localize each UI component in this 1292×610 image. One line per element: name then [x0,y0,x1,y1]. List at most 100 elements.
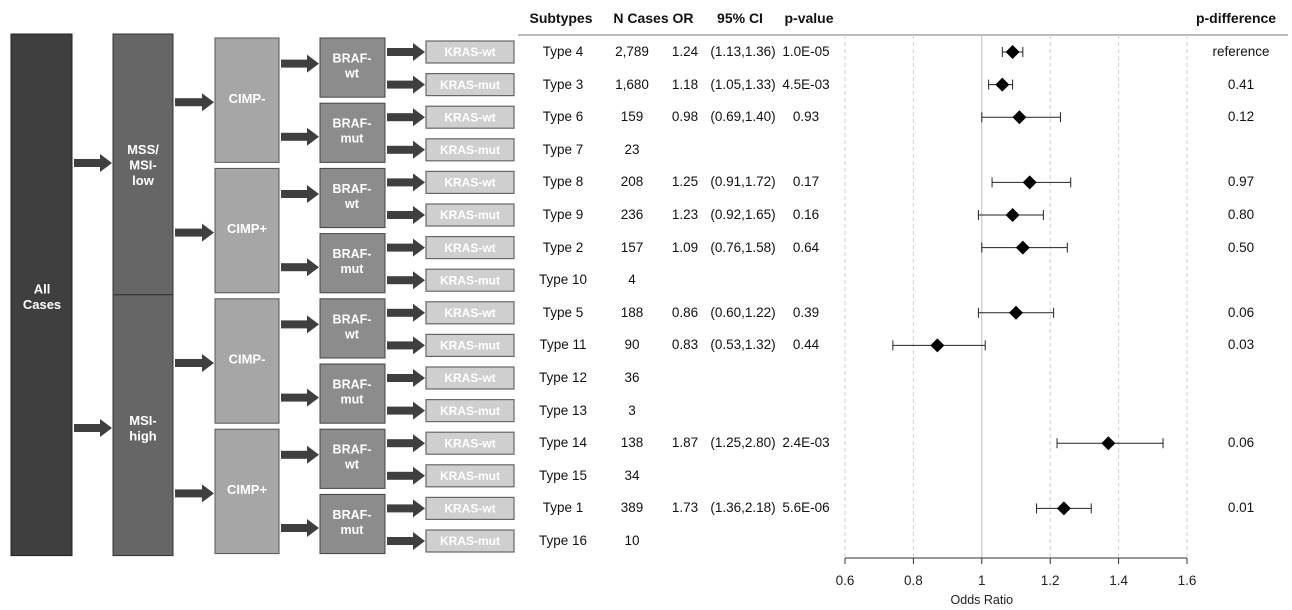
table-cell-or: 0.83 [671,337,699,353]
arrow-root-to-msi [74,419,112,437]
or-point [1001,45,1024,59]
table-cell-or: 1.24 [671,44,699,59]
or-point [1036,501,1092,516]
or-marker [1009,305,1023,320]
table-cell-or: 1.09 [671,239,699,255]
arrow-braf-to-kras [387,499,425,518]
arrow-braf-to-kras [387,173,425,192]
cimp-label: CIMP+ [227,482,268,497]
table-cell-subtype: Type 10 [538,272,588,288]
table-cell-n: 3 [628,402,636,418]
arrow-cimp-to-braf [281,388,319,407]
table-cell-subtype: Type 14 [538,435,588,451]
kras-label: KRAS-wt [444,45,495,59]
x-tick-label: 0.6 [836,573,855,588]
arrow-cimp-to-braf [281,445,319,464]
kras-box [425,72,515,97]
table-cell-subtype: Type 7 [542,141,584,157]
kras-label: KRAS-mut [440,273,500,287]
arrow-braf-to-kras [387,336,425,355]
table-cell-subtype: Type 13 [538,402,588,418]
table-cell-ci: (0.60,1.22) [710,304,776,320]
cimp-box [214,167,280,294]
table-cell-subtype: Type 3 [542,76,584,92]
cimp-box [214,428,280,555]
table-cell-pdiff: 0.50 [1227,239,1255,255]
or-marker [930,338,945,353]
table-cell-p: 2.4E-03 [782,435,830,451]
table-cell-n: 36 [624,370,640,385]
arrow-braf-to-kras [387,108,425,127]
table-cell-p: 0.39 [792,304,820,320]
kras-label: KRAS-mut [440,78,500,92]
table-cell-n: 2,789 [615,44,649,59]
table-cell-n: 10 [624,533,640,548]
arrow-cimp-to-braf [281,258,319,277]
braf-label: BRAF-wt [333,443,372,472]
column-header-pvalue: p-value [784,10,834,26]
kras-label: KRAS-mut [440,208,500,222]
column-header-n_cases: N Cases [613,10,669,26]
table-cell-p: 0.17 [792,174,820,190]
arrow-braf-to-kras [387,238,425,257]
table-cell-n: 90 [624,337,640,353]
table-cell-pdiff: 0.97 [1227,174,1255,190]
arrow-braf-to-kras [387,434,425,453]
table-cell-subtype: Type 11 [539,337,587,353]
kras-box [425,170,515,194]
or-marker [1015,240,1030,255]
table-cell-p: 0.64 [792,239,820,255]
table-cell-ci: (1.05,1.33) [710,76,776,92]
x-tick-label: 0.8 [904,573,923,588]
kras-box [425,529,515,553]
msi-box [112,33,174,296]
table-cell-or: 0.98 [671,109,699,125]
arrow-msi-to-cimp [175,354,214,372]
kras-label: KRAS-wt [444,306,495,320]
or-marker [1005,45,1020,59]
table-cell-n: 138 [620,435,644,451]
or-point [977,305,1055,320]
table-cell-pdiff: 0.06 [1227,304,1255,320]
cimp-label: CIMP- [229,91,266,106]
arrow-cimp-to-braf [281,127,319,146]
arrow-msi-to-cimp [175,93,214,112]
arrow-braf-to-kras [387,43,425,61]
table-cell-n: 34 [624,467,640,483]
kras-label: KRAS-mut [440,143,500,157]
msi-label: MSS/MSI-low [127,142,159,188]
kras-box [425,333,515,357]
braf-box [319,233,386,294]
or-marker [995,77,1010,92]
or-point [1056,436,1164,451]
kras-label: KRAS-mut [440,534,500,548]
arrow-msi-to-cimp [175,223,214,242]
column-header-subtypes: Subtypes [529,10,593,26]
table-cell-p: 0.93 [792,109,820,125]
kras-label: KRAS-wt [444,110,495,124]
braf-label: BRAF-mut [333,377,372,406]
column-header-or: OR [672,10,694,26]
table-cell-or: 1.23 [671,207,699,222]
arrow-braf-to-kras [387,75,425,94]
kras-box [425,366,515,390]
arrow-root-to-msi [74,154,112,172]
cimp-box [214,37,280,163]
table-cell-p: 0.44 [792,337,820,353]
table-cell-or: 1.25 [671,174,699,190]
kras-box [425,268,515,292]
root-label: All Cases [23,282,61,313]
table-cell-subtype: Type 6 [542,109,584,125]
table-cell-n: 208 [620,174,644,190]
table-cell-ci: (1.25,2.80) [710,435,776,451]
or-point [981,110,1061,125]
or-point [988,77,1014,92]
kras-box [425,138,515,162]
table-cell-pdiff: 0.12 [1227,109,1255,125]
or-point [981,240,1068,255]
arrow-braf-to-kras [387,271,425,290]
msi-label: MSI-high [129,413,157,444]
subtype-tree-diagram: All Cases MSS/MSI-low MSI-high CIMP- CIMP+ CIM… [10,33,515,557]
msi-box [112,294,174,557]
